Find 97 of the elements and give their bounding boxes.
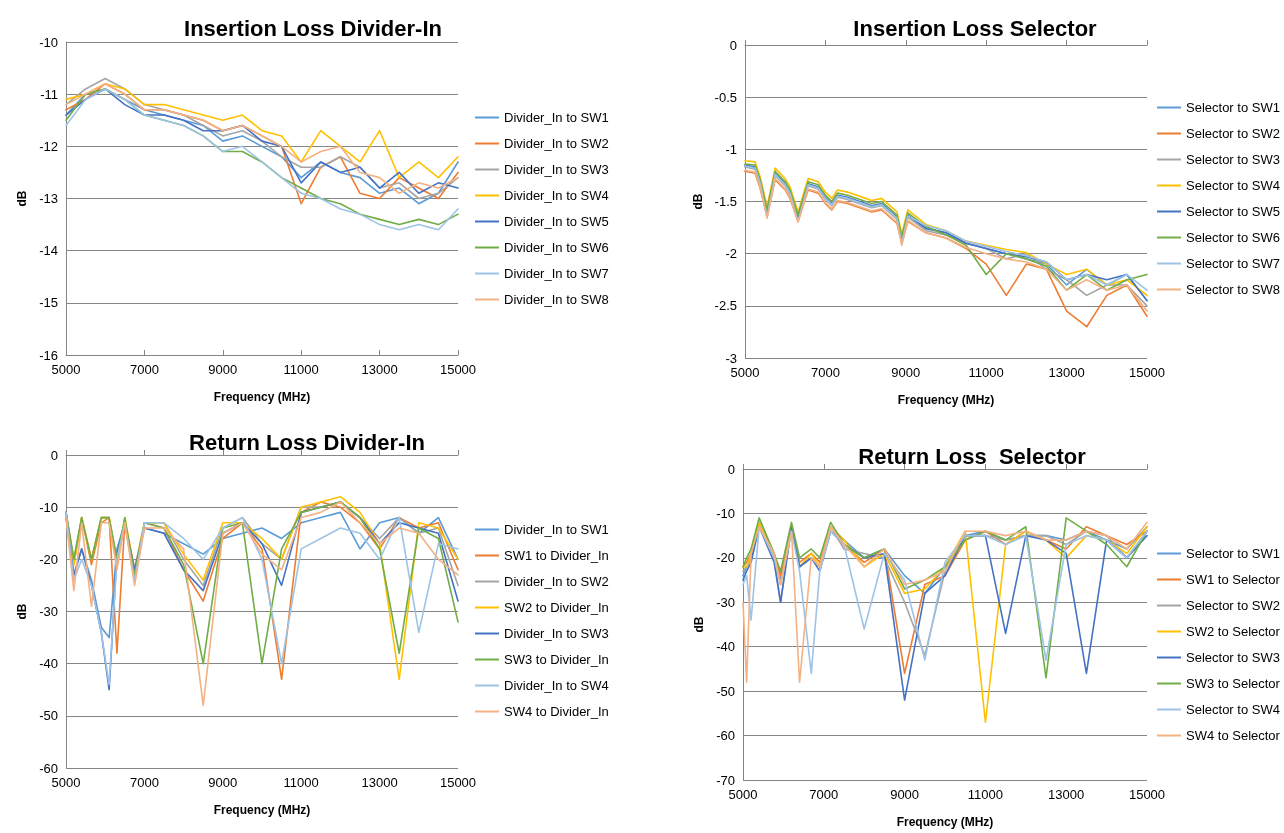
legend-label: Selector to SW8 bbox=[1186, 282, 1280, 297]
legend-label: Selector to SW5 bbox=[1186, 204, 1280, 219]
legend-label: SW1 to Selector bbox=[1186, 572, 1281, 587]
y-tick-label: -60 bbox=[39, 760, 58, 776]
y-tick-label: -10 bbox=[39, 499, 58, 515]
legend-label: Selector to SW4 bbox=[1186, 702, 1280, 717]
chart-title: Return Loss Selector bbox=[858, 443, 1087, 469]
y-tick-label: -1.5 bbox=[714, 194, 737, 209]
x-axis-title: Frequency (MHz) bbox=[897, 393, 995, 407]
x-axis-title: Frequency (MHz) bbox=[896, 815, 994, 829]
x-tick-label: 15000 bbox=[1128, 787, 1166, 802]
x-tick-label: 5000 bbox=[51, 362, 81, 377]
x-tick-label: 13000 bbox=[361, 362, 398, 377]
legend-label: Selector to SW3 bbox=[1186, 152, 1280, 167]
legend-label: SW3 to Divider_In bbox=[504, 652, 609, 667]
legend-label: Selector to SW1 bbox=[1186, 546, 1280, 561]
legend-label: SW2 to Divider_In bbox=[504, 600, 609, 615]
y-tick-label: -10 bbox=[716, 505, 735, 521]
y-axis-title: dB bbox=[15, 603, 29, 620]
x-tick-label: 9000 bbox=[891, 365, 921, 380]
y-tick-label: -12 bbox=[39, 138, 58, 154]
legend-label: Divider_In to SW3 bbox=[504, 162, 609, 177]
x-tick-label: 5000 bbox=[51, 775, 81, 790]
legend-label: Divider_In to SW1 bbox=[504, 522, 609, 537]
y-tick-label: -40 bbox=[716, 639, 735, 655]
x-tick-label: 9000 bbox=[890, 787, 920, 802]
y-tick-label: 0 bbox=[729, 37, 737, 53]
legend-label: SW4 to Divider_In bbox=[504, 704, 609, 719]
x-tick-label: 5000 bbox=[730, 365, 760, 380]
y-tick-label: -10 bbox=[39, 34, 58, 50]
y-tick-label: -14 bbox=[39, 243, 58, 259]
legend-label: Selector to SW6 bbox=[1186, 230, 1280, 245]
y-tick-label: 0 bbox=[50, 447, 58, 463]
y-tick-label: -40 bbox=[39, 656, 58, 672]
legend-label: Divider_In to SW2 bbox=[504, 136, 609, 151]
y-tick-label: -0.5 bbox=[714, 89, 737, 105]
legend-label: SW3 to Selector bbox=[1186, 676, 1281, 691]
legend-label: SW2 to Selector bbox=[1186, 624, 1281, 639]
legend-label: Divider_In to SW8 bbox=[504, 292, 609, 307]
x-tick-label: 7000 bbox=[129, 362, 159, 377]
y-axis-title: dB bbox=[15, 190, 29, 207]
x-tick-label: 11000 bbox=[967, 787, 1003, 802]
y-tick-label: -30 bbox=[716, 594, 735, 610]
y-tick-label: -50 bbox=[716, 683, 735, 699]
x-tick-label: 13000 bbox=[1048, 365, 1085, 380]
chart-title: Insertion Loss Divider-In bbox=[184, 15, 442, 41]
legend-label: Divider_In to SW2 bbox=[504, 574, 609, 589]
legend-label: Divider_In to SW4 bbox=[504, 678, 609, 693]
y-tick-label: -2 bbox=[725, 246, 737, 262]
x-tick-label: 9000 bbox=[208, 775, 238, 790]
x-tick-label: 9000 bbox=[208, 362, 238, 377]
legend-label: Divider_In to SW1 bbox=[504, 110, 609, 125]
x-tick-label: 11000 bbox=[283, 362, 319, 377]
y-tick-label: -15 bbox=[39, 295, 58, 311]
legend-label: Divider_In to SW4 bbox=[504, 188, 609, 203]
legend-label: Divider_In to SW3 bbox=[504, 626, 609, 641]
x-tick-label: 7000 bbox=[129, 775, 159, 790]
y-tick-label: -20 bbox=[39, 551, 58, 567]
y-tick-label: -60 bbox=[716, 728, 735, 744]
y-tick-label: -3 bbox=[725, 350, 737, 366]
chart-title: Insertion Loss Selector bbox=[853, 15, 1098, 41]
y-tick-label: -11 bbox=[40, 86, 58, 102]
x-tick-label: 13000 bbox=[1048, 787, 1085, 802]
legend-label: Divider_In to SW5 bbox=[504, 214, 609, 229]
x-axis-title: Frequency (MHz) bbox=[213, 803, 311, 817]
x-tick-label: 15000 bbox=[1128, 365, 1166, 380]
legend-label: Selector to SW3 bbox=[1186, 650, 1280, 665]
legend-label: Selector to SW2 bbox=[1186, 598, 1280, 613]
x-tick-label: 13000 bbox=[361, 775, 398, 790]
y-tick-label: -70 bbox=[716, 772, 735, 788]
y-axis-title: dB bbox=[692, 616, 706, 633]
y-tick-label: -30 bbox=[39, 604, 58, 619]
y-tick-label: -20 bbox=[716, 550, 735, 566]
y-tick-label: -1 bbox=[725, 141, 737, 157]
legend-label: Selector to SW2 bbox=[1186, 126, 1280, 141]
x-tick-label: 15000 bbox=[439, 362, 477, 377]
chart-title: Return Loss Divider-In bbox=[189, 429, 425, 455]
y-axis-title: dB bbox=[690, 193, 705, 210]
x-tick-label: 7000 bbox=[810, 365, 840, 380]
x-tick-label: 5000 bbox=[728, 787, 758, 802]
y-tick-label: 0 bbox=[727, 461, 735, 477]
legend-label: Divider_In to SW6 bbox=[504, 240, 609, 255]
legend-label: Selector to SW7 bbox=[1186, 256, 1280, 271]
legend-label: Selector to SW1 bbox=[1186, 100, 1280, 115]
x-tick-label: 15000 bbox=[439, 775, 477, 790]
legend-label: SW4 to Selector bbox=[1186, 728, 1281, 743]
x-tick-label: 11000 bbox=[968, 365, 1004, 380]
x-tick-label: 11000 bbox=[283, 775, 319, 790]
y-tick-label: -2.5 bbox=[714, 298, 737, 314]
legend-label: SW1 to Divider_In bbox=[504, 548, 609, 563]
legend-label: Selector to SW4 bbox=[1186, 178, 1280, 193]
x-tick-label: 7000 bbox=[809, 787, 839, 802]
y-tick-label: -16 bbox=[39, 347, 58, 363]
y-tick-label: -13 bbox=[39, 191, 58, 206]
y-tick-label: -50 bbox=[39, 708, 58, 724]
legend-label: Divider_In to SW7 bbox=[504, 266, 609, 281]
x-axis-title: Frequency (MHz) bbox=[213, 390, 311, 404]
